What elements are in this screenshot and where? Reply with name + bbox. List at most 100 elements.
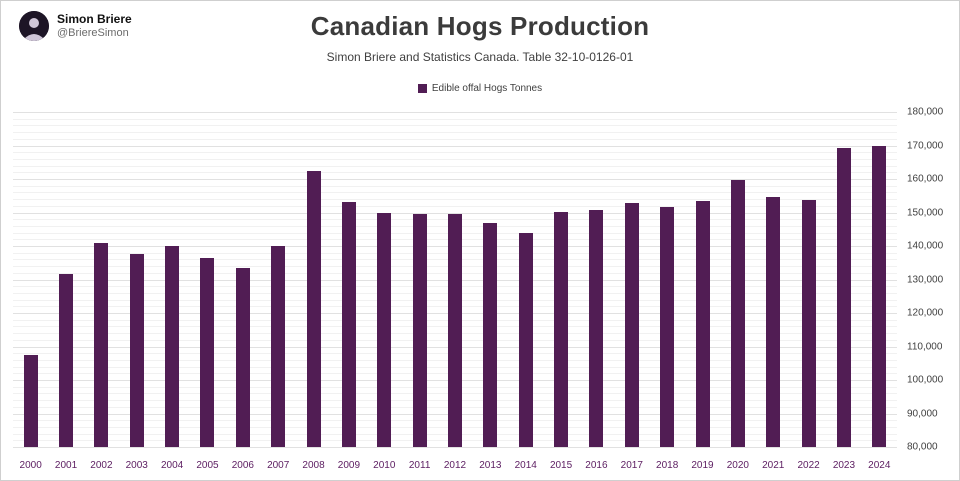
- bar-column: [720, 112, 755, 447]
- bar: [306, 170, 321, 447]
- x-axis-label: 2010: [373, 460, 396, 471]
- bar: [801, 199, 816, 447]
- bar: [94, 242, 109, 447]
- bar: [271, 246, 286, 447]
- profile-block: Simon Briere @BriereSimon: [19, 11, 132, 41]
- x-axis-label: 2004: [160, 460, 184, 471]
- x-axis-label: 2000: [19, 460, 42, 471]
- title-block: Canadian Hogs Production Simon Briere an…: [1, 11, 959, 64]
- legend: Edible offal Hogs Tonnes: [1, 83, 959, 94]
- bar: [412, 213, 427, 447]
- x-axis-label: 2012: [443, 460, 467, 471]
- bar-column: [367, 112, 402, 447]
- x-axis-label: 2021: [762, 460, 785, 471]
- x-axis-label: 2003: [125, 460, 148, 471]
- bar: [518, 232, 533, 447]
- x-axis-label: 2019: [691, 460, 714, 471]
- x-axis-label: 2024: [868, 460, 891, 471]
- bar-column: [473, 112, 508, 447]
- x-axis-label: 2008: [302, 460, 325, 471]
- bar: [695, 200, 710, 447]
- bar: [165, 246, 180, 447]
- gridline: [13, 152, 897, 154]
- gridline: [13, 132, 897, 134]
- bar-column: [402, 112, 437, 447]
- bar-column: [756, 112, 791, 447]
- gridline: [13, 138, 897, 140]
- bar-column: [261, 112, 296, 447]
- bar-column: [791, 112, 826, 447]
- bar: [129, 254, 144, 447]
- x-axis-label: 2011: [408, 460, 431, 471]
- gridline: [13, 192, 897, 194]
- y-axis-label: 80,000: [907, 441, 938, 453]
- bar: [589, 209, 604, 447]
- x-axis-label: 2002: [90, 460, 113, 471]
- bar-column: [614, 112, 649, 447]
- y-axis-label: 90,000: [907, 408, 938, 419]
- bar: [377, 212, 392, 447]
- y-axis-label: 150,000: [907, 207, 944, 218]
- bar: [660, 206, 675, 447]
- profile-handle: @BriereSimon: [57, 26, 129, 39]
- bar-column: [154, 112, 189, 447]
- bar-column: [84, 112, 119, 447]
- bar-series: [13, 112, 897, 447]
- bar-column: [508, 112, 543, 447]
- bar-column: [579, 112, 614, 447]
- bar: [200, 257, 215, 447]
- y-axis-label: 160,000: [907, 173, 944, 185]
- bar: [872, 145, 887, 447]
- y-axis-label: 110,000: [907, 341, 943, 352]
- bar: [59, 274, 74, 447]
- gridline: [13, 125, 897, 127]
- x-axis: 2000 2001 2002 2003 2004 2005 2006 2007 2008 2009…: [13, 460, 897, 471]
- y-axis-label: 170,000: [907, 140, 944, 151]
- x-axis-label: 2022: [797, 460, 820, 471]
- plot-area: [13, 112, 897, 448]
- gridline: [13, 185, 897, 187]
- gridline: [13, 165, 897, 167]
- bar-column: [685, 112, 720, 447]
- gridline: [13, 172, 897, 174]
- x-axis-label: 2014: [514, 460, 537, 471]
- y-axis-label: 120,000: [907, 307, 944, 319]
- x-axis-label: 2007: [267, 460, 290, 471]
- bar-column: [48, 112, 83, 447]
- bar-column: [13, 112, 48, 447]
- bar: [23, 354, 38, 447]
- gridline: [13, 199, 897, 201]
- bar-column: [826, 112, 861, 447]
- bar-column: [119, 112, 154, 447]
- x-axis-label: 2020: [726, 460, 749, 471]
- y-axis-label: 130,000: [907, 274, 944, 285]
- person-icon: [19, 11, 49, 41]
- bar: [483, 222, 498, 447]
- bar-column: [862, 112, 897, 447]
- bar: [447, 213, 462, 447]
- chart-title: Canadian Hogs Production: [310, 11, 650, 41]
- gridline: [13, 112, 897, 113]
- x-axis-label: 2001: [54, 460, 78, 471]
- bar-column: [437, 112, 472, 447]
- gridline: [13, 212, 897, 214]
- chart-subtitle: Simon Briere and Statistics Canada. Tabl…: [326, 50, 634, 64]
- gridline: [13, 179, 897, 180]
- y-axis: 180,000 170,000 160,000 150,000 140,000 130,0…: [899, 107, 959, 453]
- bar-column: [331, 112, 366, 447]
- x-axis-label: 2006: [231, 460, 254, 471]
- bar: [730, 180, 745, 447]
- x-axis-label: 2013: [479, 460, 502, 471]
- y-axis-label: 140,000: [907, 240, 944, 252]
- bar-column: [543, 112, 578, 447]
- x-axis-label: 2017: [620, 460, 643, 471]
- bar: [554, 211, 569, 447]
- x-axis-label: 2018: [656, 460, 679, 471]
- avatar[interactable]: [19, 11, 49, 41]
- profile-name: Simon Briere: [57, 11, 132, 26]
- gridline: [13, 118, 897, 120]
- x-axis-label: 2009: [337, 460, 361, 471]
- bar: [235, 267, 250, 447]
- bar-column: [649, 112, 684, 447]
